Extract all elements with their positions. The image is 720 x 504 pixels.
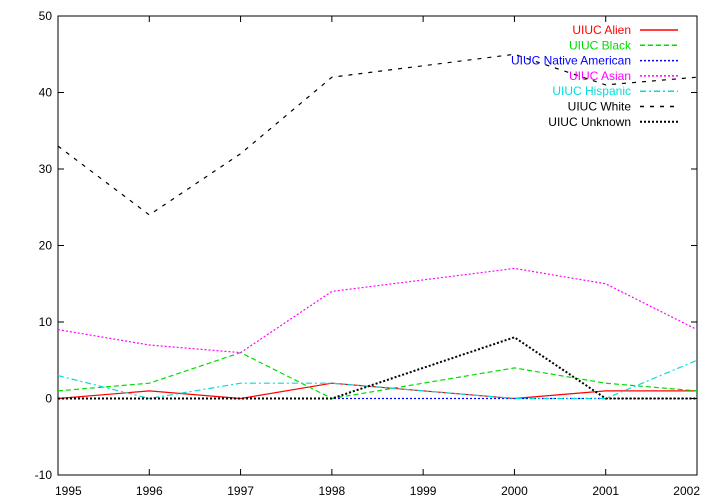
y-tick-label: 20 [39, 239, 53, 253]
legend-label: UIUC Alien [572, 23, 631, 37]
x-tick-label: 1995 [55, 484, 82, 498]
x-tick-label: 1998 [319, 484, 346, 498]
series-line-uiuc-white [57, 53, 698, 216]
x-tick-label: 1997 [227, 484, 254, 498]
legend-label: UIUC Native American [511, 54, 631, 68]
x-tick-label: 2001 [592, 484, 619, 498]
y-tick-label: 50 [39, 9, 53, 23]
legend-label: UIUC White [568, 100, 632, 114]
series-layer [57, 53, 698, 400]
series-line-uiuc-alien [57, 382, 697, 400]
series-line-uiuc-unknown [58, 336, 697, 400]
legend-label: UIUC Unknown [548, 115, 631, 129]
y-tick-label: 10 [39, 315, 53, 329]
y-tick-label: -10 [35, 468, 53, 482]
series-line-uiuc-hispanic [57, 359, 698, 400]
legend-label: UIUC Hispanic [552, 84, 631, 98]
series-line-uiuc-asian [57, 267, 698, 354]
y-tick-label: 0 [45, 392, 52, 406]
legend-label: UIUC Asian [569, 69, 631, 83]
y-tick-label: 30 [39, 162, 53, 176]
legend-label: UIUC Black [569, 38, 632, 52]
axis-ticks: -10 0 10 20 30 40 50 1995 1996 1997 1998 1999 2000 20… [35, 9, 701, 498]
x-tick-label: 1996 [136, 484, 163, 498]
x-tick-label: 2002 [673, 484, 700, 498]
y-tick-label: 40 [39, 86, 53, 100]
x-tick-label: 1999 [410, 484, 437, 498]
x-tick-label: 2000 [501, 484, 528, 498]
